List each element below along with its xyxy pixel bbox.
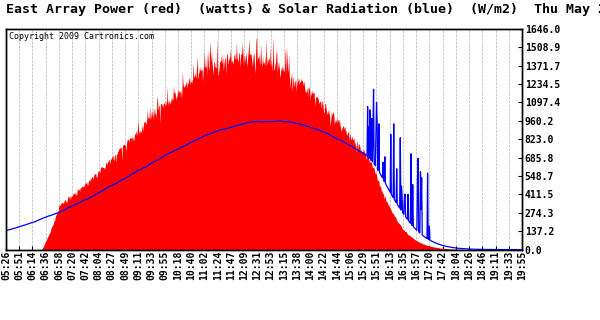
Text: East Array Power (red)  (watts) & Solar Radiation (blue)  (W/m2)  Thu May 21  20: East Array Power (red) (watts) & Solar R… [6,3,600,16]
Text: Copyright 2009 Cartronics.com: Copyright 2009 Cartronics.com [8,32,154,41]
